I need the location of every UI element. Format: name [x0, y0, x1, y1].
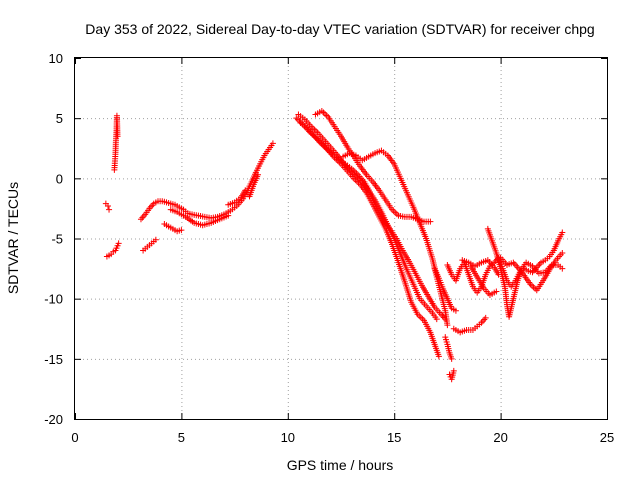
data-point: [452, 307, 459, 314]
x-tick-label: 10: [281, 430, 295, 445]
series-s16: [446, 367, 457, 383]
data-point: [528, 282, 535, 289]
series-s22: [497, 249, 566, 294]
data-point: [320, 109, 327, 116]
y-tick-label: 10: [49, 51, 63, 66]
series-s15: [442, 334, 455, 362]
x-tick-labels: 0 5 10 15 20 25: [71, 430, 614, 445]
data-point: [559, 229, 566, 236]
series-s7: [167, 206, 232, 229]
series-s12: [312, 107, 434, 225]
data-point: [106, 206, 113, 213]
data-point: [152, 236, 159, 243]
series-s5: [140, 236, 159, 254]
y-tick-label: 0: [56, 171, 63, 186]
data-point: [416, 312, 423, 319]
series-s19: [459, 257, 502, 278]
data-point: [390, 208, 397, 215]
data-point: [255, 171, 262, 178]
y-tick-label: -15: [44, 352, 63, 367]
data-point: [493, 288, 500, 295]
data-point: [448, 355, 455, 362]
y-tick-label: -10: [44, 292, 63, 307]
chart-title: Day 353 of 2022, Sidereal Day-to-day VTE…: [85, 21, 594, 37]
y-tick-label: -5: [51, 232, 63, 247]
x-tick-label: 5: [178, 430, 185, 445]
series-s17: [450, 314, 489, 336]
data-point: [435, 353, 442, 360]
data-point: [559, 265, 566, 272]
plot-frame: [74, 57, 608, 420]
x-tick-label: 25: [600, 430, 614, 445]
data-point: [433, 316, 440, 323]
axis-ticks: [75, 58, 608, 420]
series-s8: [225, 171, 262, 208]
data-point: [114, 133, 121, 140]
y-tick-label: -20: [44, 412, 63, 427]
series-s1: [103, 240, 122, 260]
series-s14: [431, 265, 459, 314]
series-s2: [102, 200, 113, 213]
x-axis-label: GPS time / hours: [287, 457, 394, 473]
data-point: [427, 218, 434, 225]
data-point: [322, 110, 329, 117]
data-point: [178, 227, 185, 234]
data-point: [115, 240, 122, 247]
series-s3: [111, 112, 121, 173]
data-point: [104, 203, 111, 210]
data-point: [225, 212, 232, 219]
x-tick-label: 20: [493, 430, 507, 445]
data-point: [559, 249, 566, 256]
series-s6: [161, 221, 185, 235]
data-point: [530, 284, 537, 291]
data-point: [419, 315, 426, 322]
y-tick-label: 5: [56, 111, 63, 126]
series-s11: [297, 119, 449, 323]
x-tick-label: 15: [387, 430, 401, 445]
data-point: [323, 112, 330, 119]
data-point: [482, 314, 489, 321]
y-tick-labels: -20 -15 -10 -5 0 5 10: [44, 51, 63, 427]
data-point: [444, 322, 451, 329]
data-point: [269, 140, 276, 147]
data-point: [392, 209, 399, 216]
y-axis-label: SDTVAR / TECUs: [5, 182, 21, 294]
data-point: [450, 367, 457, 374]
data-marks: [102, 107, 566, 383]
series-s13: [340, 147, 451, 329]
x-tick-label: 0: [71, 430, 78, 445]
series-s9: [293, 115, 442, 360]
grid-lines: [75, 58, 607, 419]
series-s20: [467, 263, 500, 299]
data-point: [417, 314, 424, 321]
